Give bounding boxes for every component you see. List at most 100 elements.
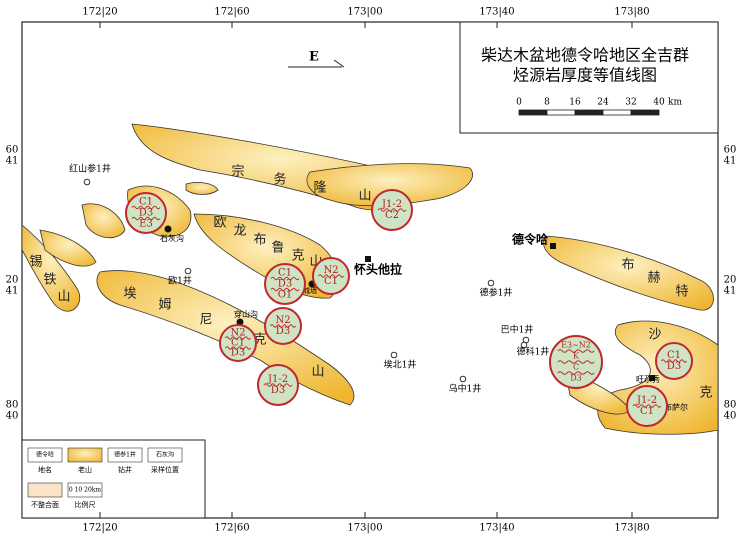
legend-swatch — [67, 447, 103, 463]
arrow — [333, 59, 345, 68]
mountain-label: 姆 — [158, 298, 171, 313]
mountain-label: 山 — [57, 290, 70, 305]
well-label: 红山参1井 — [69, 163, 111, 175]
place-label: 德令哈 — [512, 232, 548, 247]
mountain-label: 龙 — [233, 224, 246, 239]
unconformity — [224, 346, 252, 350]
unconformity — [557, 360, 595, 364]
section-unit: D3 — [271, 385, 285, 396]
section-unit: C1 — [667, 350, 681, 361]
mountain-label: 克 — [699, 386, 712, 401]
section-unit: J1-2 — [381, 199, 402, 210]
mountain — [306, 163, 473, 207]
scale-label: 16 — [569, 98, 581, 108]
legend-label: 地名 — [38, 465, 52, 474]
legend-swatch — [27, 447, 63, 463]
scale-label: 32 — [625, 98, 636, 108]
place-label: 穿山沟 — [234, 309, 258, 319]
section-unit: D3 — [139, 208, 153, 219]
place-label: 城墙 — [303, 286, 317, 295]
mountain-label: 山 — [358, 189, 371, 204]
scale-label: 24 — [597, 98, 609, 108]
legend-swatch — [147, 447, 183, 463]
place-label: 怀头他拉 — [354, 262, 402, 277]
legend-label: 采样位置 — [151, 465, 179, 474]
well-label: 乌中1井 — [449, 383, 482, 395]
scale-segment — [574, 109, 604, 116]
scale-segment — [518, 109, 548, 116]
map-frame — [21, 21, 719, 519]
mountain-label: 务 — [273, 172, 286, 188]
section-circle — [219, 324, 257, 362]
mountain-label: 隆 — [313, 181, 326, 196]
coord-label: 20 — [724, 275, 737, 286]
mountain — [543, 235, 714, 311]
coord-label: 20 — [6, 275, 19, 286]
mountain — [39, 229, 97, 267]
legend-sample: 0 10 20km — [69, 487, 102, 494]
legend-swatch — [67, 482, 103, 498]
mountain-label: 尼 — [199, 313, 212, 328]
section-unit: E3 — [139, 219, 153, 230]
section-unit: D3 — [667, 361, 681, 372]
mountain-label: 克 — [291, 249, 304, 264]
well-label: 德科1井 — [517, 346, 550, 358]
section-circle — [125, 192, 167, 234]
section-unit: N2 — [275, 315, 290, 326]
well — [459, 375, 467, 383]
unconformity — [269, 324, 297, 328]
coord-label: 172|60 — [214, 7, 249, 18]
place-marker — [236, 318, 244, 326]
legend-swatch — [27, 482, 63, 498]
mountain-label: 鲁 — [271, 241, 284, 256]
place-marker — [649, 375, 655, 381]
mountain-label: 宗 — [231, 164, 244, 180]
section-unit: C1 — [324, 276, 338, 287]
mountain-label: 埃 — [123, 287, 136, 302]
scale-segment — [546, 109, 576, 116]
section-unit: K — [573, 352, 580, 361]
north-arrow: E — [309, 50, 319, 65]
scale-segment — [630, 109, 660, 116]
legend-sample: 德令哈 — [36, 451, 54, 459]
mountain-label: 布 — [253, 233, 266, 248]
place-label: 大布萨尔 — [656, 402, 688, 412]
coord-label: 173|40 — [479, 7, 514, 18]
well-label: 埃北1井 — [384, 359, 417, 371]
well — [520, 341, 528, 349]
mountain-label: 欧 — [213, 216, 226, 231]
section-unit: J1-2 — [267, 374, 288, 385]
section-unit: E3~N2 — [561, 341, 591, 350]
unconformity — [270, 287, 300, 292]
section-unit: D3 — [570, 374, 582, 383]
coord-label: 173|00 — [347, 7, 382, 18]
legend-swatch — [107, 447, 143, 463]
section-unit: C2 — [385, 210, 399, 221]
mountain-label: 布 — [621, 258, 634, 273]
title: 柴达木盆地德令哈地区全吉群 — [481, 46, 689, 65]
well — [390, 351, 398, 359]
coord-label: 172|20 — [82, 7, 117, 18]
section-unit: C1 — [278, 268, 292, 279]
coord-label: 41 — [724, 286, 737, 297]
scale-label: 40 — [653, 98, 665, 108]
mountain-label: 特 — [675, 285, 688, 300]
section-unit: C1 — [640, 406, 654, 417]
mountain-label: 锡 — [29, 255, 42, 270]
legend-label: 不整合面 — [31, 500, 59, 509]
unconformity — [131, 216, 161, 221]
legend-label: 钻井 — [118, 465, 132, 474]
section-unit: D3 — [278, 279, 292, 290]
well — [184, 267, 192, 275]
coord-label: 172|20 — [82, 523, 117, 534]
coord-label: 173|80 — [614, 7, 649, 18]
section-unit: J1-2 — [636, 395, 657, 406]
section-unit: C — [573, 363, 579, 372]
scale-label: 0 — [516, 98, 522, 108]
mountain-label: 赫 — [647, 271, 660, 286]
section-unit: O1 — [278, 290, 293, 301]
coord-label: 40 — [6, 411, 19, 422]
coord-label: 40 — [724, 411, 737, 422]
unconformity — [131, 205, 161, 210]
